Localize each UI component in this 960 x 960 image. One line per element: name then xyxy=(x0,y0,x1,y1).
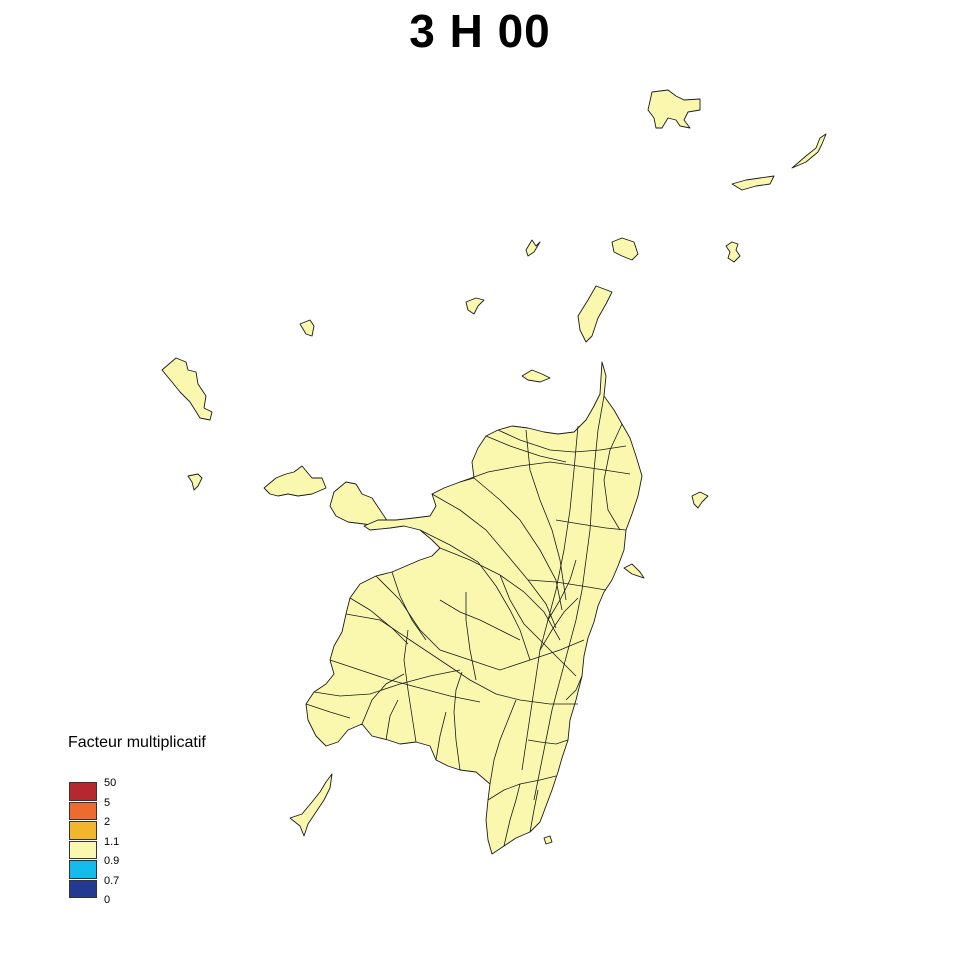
map-region xyxy=(187,473,203,491)
legend-swatch xyxy=(69,801,97,820)
map-region xyxy=(623,563,645,579)
legend-tick: 2 xyxy=(104,816,111,828)
map-region xyxy=(647,89,701,129)
legend-title: Facteur multiplicatif xyxy=(68,734,206,751)
map-region xyxy=(521,369,551,383)
legend-swatch xyxy=(69,840,97,859)
map-region xyxy=(525,239,541,257)
legend-tick: 0.9 xyxy=(104,855,120,867)
legend-swatch xyxy=(69,860,97,879)
map-region xyxy=(465,297,485,315)
map-region xyxy=(543,835,553,845)
legend-tick: 5 xyxy=(104,796,111,809)
legend-swatch xyxy=(69,821,97,840)
map-region xyxy=(299,319,315,337)
legend-swatch xyxy=(69,879,97,898)
map-region-main xyxy=(305,361,643,855)
legend: Facteur multiplicatif 50 5 2 1.1 0.9 0.7… xyxy=(68,734,206,906)
map-region xyxy=(791,133,827,169)
map-region xyxy=(691,491,709,509)
map-region xyxy=(329,481,389,527)
map-region xyxy=(263,465,327,497)
commune-boundaries xyxy=(305,395,631,847)
legend-swatch xyxy=(69,782,97,801)
legend-tick: 50 xyxy=(104,777,117,789)
map-region xyxy=(289,773,333,837)
map-region xyxy=(577,285,613,343)
map-region xyxy=(611,237,639,261)
map-region xyxy=(725,241,741,263)
legend-tick: 0.7 xyxy=(104,874,120,887)
map-region xyxy=(161,357,213,421)
map-region xyxy=(731,175,775,191)
map-title: 3 H 00 xyxy=(409,5,551,57)
legend-tick: 0 xyxy=(104,894,111,906)
legend-tick: 1.1 xyxy=(104,835,120,848)
legend-body: 50 5 2 1.1 0.9 0.7 0 xyxy=(68,757,206,906)
